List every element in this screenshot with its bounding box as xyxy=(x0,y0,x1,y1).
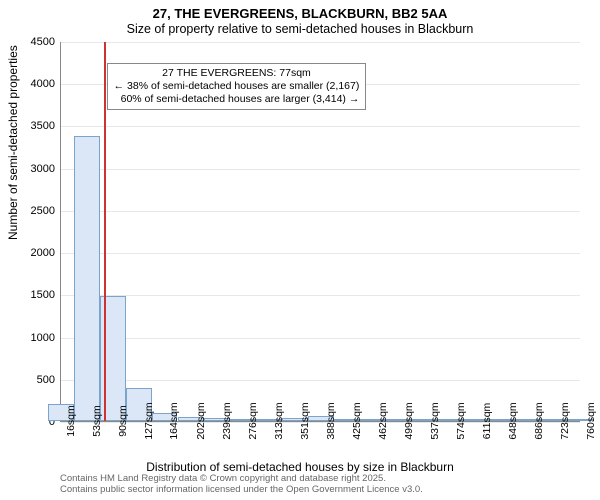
x-tick-label: 462sqm xyxy=(373,402,389,439)
y-tick-label: 4000 xyxy=(31,78,61,90)
y-tick-label: 1000 xyxy=(31,332,61,344)
x-axis-label: Distribution of semi-detached houses by … xyxy=(0,460,600,474)
x-tick-label: 239sqm xyxy=(217,402,233,439)
x-tick-label: 90sqm xyxy=(113,405,129,437)
y-tick-label: 2500 xyxy=(31,205,61,217)
y-tick-label: 1500 xyxy=(31,289,61,301)
annotation-line3: 60% of semi-detached houses are larger (… xyxy=(114,93,360,106)
x-tick-label: 388sqm xyxy=(321,402,337,439)
x-tick-label: 16sqm xyxy=(61,405,77,437)
histogram-bar xyxy=(74,136,100,421)
x-tick-label: 648sqm xyxy=(503,402,519,439)
chart-title-line1: 27, THE EVERGREENS, BLACKBURN, BB2 5AA xyxy=(0,6,600,21)
x-tick-label: 499sqm xyxy=(399,402,415,439)
gridline xyxy=(61,253,580,254)
x-tick-label: 723sqm xyxy=(555,402,571,439)
x-tick-label: 313sqm xyxy=(269,402,285,439)
x-tick-label: 127sqm xyxy=(139,402,155,439)
plot-area: 05001000150020002500300035004000450016sq… xyxy=(60,42,580,422)
footer-line2: Contains public sector information licen… xyxy=(60,485,423,496)
x-tick-label: 760sqm xyxy=(581,402,597,439)
gridline xyxy=(61,338,580,339)
x-tick-label: 351sqm xyxy=(295,402,311,439)
x-tick-label: 425sqm xyxy=(347,402,363,439)
y-tick-label: 3000 xyxy=(31,163,61,175)
annotation-box: 27 THE EVERGREENS: 77sqm← 38% of semi-de… xyxy=(107,63,367,110)
gridline xyxy=(61,169,580,170)
gridline xyxy=(61,211,580,212)
x-tick-label: 574sqm xyxy=(451,402,467,439)
gridline xyxy=(61,42,580,43)
gridline xyxy=(61,380,580,381)
footer-attribution: Contains HM Land Registry data © Crown c… xyxy=(60,474,423,496)
x-tick-label: 164sqm xyxy=(164,402,180,439)
y-tick-label: 500 xyxy=(37,374,61,386)
gridline xyxy=(61,126,580,127)
y-tick-label: 3500 xyxy=(31,120,61,132)
x-tick-label: 276sqm xyxy=(243,402,259,439)
gridline xyxy=(61,295,580,296)
x-tick-label: 537sqm xyxy=(425,402,441,439)
x-tick-label: 202sqm xyxy=(191,402,207,439)
y-tick-label: 4500 xyxy=(31,36,61,48)
chart-title-line2: Size of property relative to semi-detach… xyxy=(0,22,600,36)
x-tick-label: 53sqm xyxy=(87,405,103,437)
annotation-line2: ← 38% of semi-detached houses are smalle… xyxy=(114,80,360,93)
property-marker-line xyxy=(104,42,106,421)
x-tick-label: 686sqm xyxy=(529,402,545,439)
y-tick-label: 2000 xyxy=(31,247,61,259)
x-tick-label: 611sqm xyxy=(477,403,493,440)
annotation-line1: 27 THE EVERGREENS: 77sqm xyxy=(114,67,360,80)
chart-container: 27, THE EVERGREENS, BLACKBURN, BB2 5AA S… xyxy=(0,0,600,500)
y-axis-label: Number of semi-detached properties xyxy=(6,45,20,240)
